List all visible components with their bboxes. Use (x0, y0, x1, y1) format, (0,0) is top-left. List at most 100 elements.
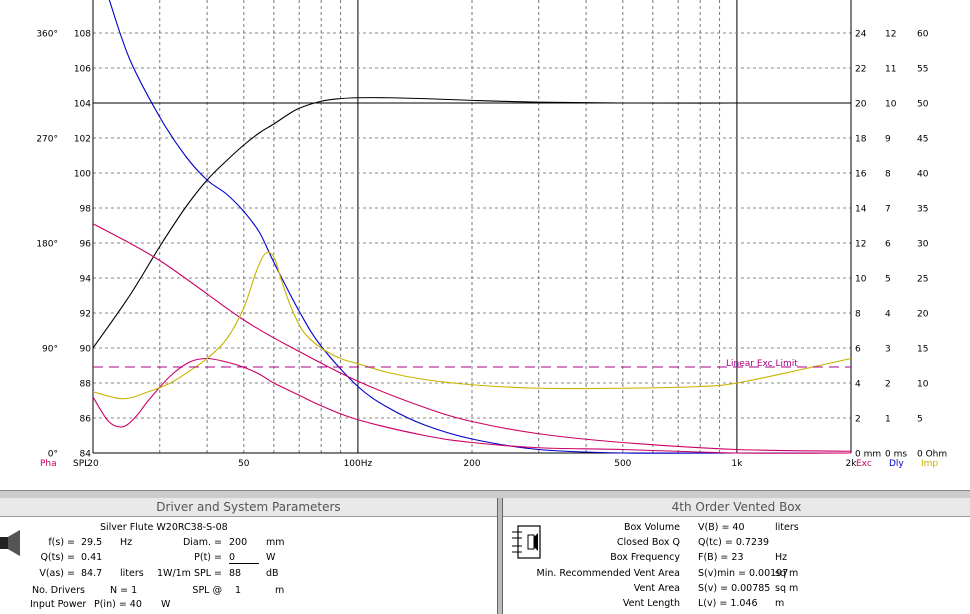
phase-axis-label: Pha (40, 459, 57, 469)
y-tick-label: 94 (80, 275, 92, 285)
fs-label: f(s) = (48, 537, 75, 548)
driver-name: Silver Flute W20RC38-S-08 (100, 522, 228, 533)
right-tick-label: 45 (917, 135, 928, 145)
spl-label: 1W/1m SPL = (157, 568, 222, 579)
y-tick-label: 102 (74, 135, 91, 145)
box-row-value[interactable]: F(B) = 23 (698, 552, 744, 564)
right-tick-label: 20 (855, 100, 867, 110)
right-tick-label: 16 (855, 170, 867, 180)
series-line (92, 357, 852, 454)
right-tick-label: 9 (885, 135, 891, 145)
right-tick-label: 25 (917, 275, 928, 285)
right-tick-label: 24 (855, 30, 867, 40)
box-row-unit: sq m (775, 567, 799, 579)
x-tick-label: 50 (238, 459, 250, 469)
right-tick-label: 12 (855, 240, 866, 250)
spl-value[interactable]: 88 (229, 568, 242, 579)
diam-label: Diam. = (182, 537, 222, 548)
speaker-icon[interactable] (0, 528, 22, 558)
right-tick-label: 6 (885, 240, 891, 250)
spl-at-label: SPL @ (192, 585, 222, 596)
vented-box-panel: 4th Order Vented Box (502, 498, 970, 614)
diam-value[interactable]: 200 (229, 537, 248, 548)
phase-tick-label: 270° (36, 135, 58, 145)
qts-label: Q(ts) = (40, 552, 75, 563)
y-tick-label: 88 (80, 380, 92, 390)
pt-value[interactable]: 0 (229, 552, 259, 564)
phase-tick-labels: 0° 90° 180° 270° 360° (36, 30, 58, 460)
right-tick-label: 5 (917, 415, 923, 425)
right-tick-label: 20 (917, 310, 929, 320)
x-tick-label: 2k (846, 459, 858, 469)
exc-axis-label: Exc (856, 459, 872, 469)
driver-panel-title: Driver and System Parameters (0, 498, 497, 517)
right-tick-label: 10 (885, 100, 897, 110)
y-tick-label: 104 (74, 100, 91, 110)
right-tick-label: 8 (885, 170, 891, 180)
x-tick-label: 100Hz (344, 459, 373, 469)
right-tick-label: 18 (855, 135, 867, 145)
right-tick-label: 6 (855, 345, 861, 355)
right-tick-label: 0 Ohm (917, 450, 947, 460)
linear-exc-limit-label: Linear Exc Limit (726, 359, 798, 369)
right-tick-label: 3 (885, 345, 891, 355)
right-tick-label: 7 (885, 205, 891, 215)
diam-unit: mm (266, 537, 285, 548)
vented-box-icon[interactable] (512, 524, 542, 560)
box-row-unit: Hz (775, 552, 788, 564)
right-tick-label: 10 (917, 380, 929, 390)
y-tick-label: 96 (80, 240, 92, 250)
box-row-unit: sq m (775, 582, 799, 594)
series-line (92, 223, 852, 452)
box-row-label: Closed Box Q (616, 537, 680, 549)
right-tick-label: 11 (885, 65, 896, 75)
right-tick-label: 30 (917, 240, 929, 250)
drivers-label: No. Drivers (32, 585, 85, 596)
power-unit: W (161, 599, 171, 610)
phase-tick-label: 0° (48, 450, 58, 460)
box-row-value[interactable]: V(B) = 40 (698, 522, 745, 533)
phase-tick-label: 360° (36, 30, 58, 40)
vas-label: V(as) = (39, 568, 75, 579)
x-tick-labels: 20 50 100Hz 200 500 1k 2k (87, 459, 857, 469)
box-row-value[interactable]: Q(tc) = 0.7239 (698, 537, 770, 549)
right-tick-label: 14 (855, 205, 867, 215)
box-panel-title: 4th Order Vented Box (503, 498, 970, 517)
power-label: Input Power (30, 599, 87, 610)
right-tick-label: 40 (917, 170, 929, 180)
pt-unit: W (266, 552, 276, 563)
right-tick-label: 4 (855, 380, 861, 390)
fs-unit: Hz (120, 537, 133, 548)
box-row-value[interactable]: S(v) = 0.00785 (698, 582, 771, 594)
series-line (108, 0, 851, 454)
right-tick-label: 15 (917, 345, 928, 355)
y-tick-label: 90 (80, 345, 92, 355)
vas-value[interactable]: 84.7 (81, 568, 103, 579)
y-tick-labels: 84 86 88 90 92 94 96 98 100 102 104 106 108 (74, 30, 91, 460)
right-tick-label: 8 (855, 310, 861, 320)
box-row-unit: m (775, 598, 785, 609)
chart-grid (93, 0, 851, 453)
right-tick-label: 50 (917, 100, 929, 110)
x-tick-label: 200 (463, 459, 480, 469)
box-row-label: Box Volume (623, 522, 680, 533)
y-tick-label: 86 (80, 415, 92, 425)
right-tick-label: 35 (917, 205, 928, 215)
fs-value[interactable]: 29.5 (81, 537, 103, 548)
right-tick-label: 2 (855, 415, 861, 425)
drivers-value[interactable]: N = 1 (110, 585, 138, 596)
box-row-label: Vent Length (622, 598, 680, 609)
driver-parameters-panel: Driver and System Parameters (0, 498, 498, 614)
y-tick-label: 98 (80, 205, 92, 215)
x-tick-label: 20 (87, 459, 99, 469)
chart-curves (92, 0, 852, 454)
spl-at-value[interactable]: 1 (235, 585, 242, 596)
y-tick-label: 84 (80, 450, 92, 460)
box-row-value[interactable]: L(v) = 1.046 (698, 598, 758, 609)
vas-unit: liters (120, 568, 144, 579)
power-value[interactable]: P(in) = 40 (94, 599, 142, 610)
box-row-value[interactable]: S(v)min = 0.00197 (698, 567, 789, 579)
panel-gap (498, 498, 502, 614)
qts-value[interactable]: 0.41 (81, 552, 103, 563)
